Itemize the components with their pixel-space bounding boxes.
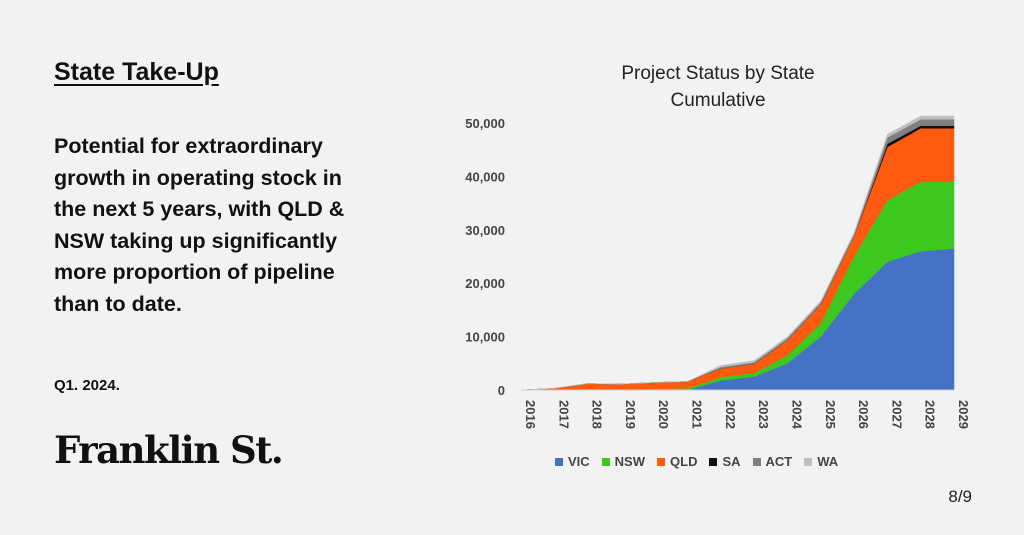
y-tick-label: 10,000 [465, 330, 505, 345]
legend-item-nsw: NSW [601, 454, 646, 469]
x-tick-label: 2021 [690, 400, 705, 429]
chart-title-line-1: Project Status by State [621, 63, 815, 84]
legend-swatch [657, 457, 666, 466]
legend-item-sa: SA [709, 454, 741, 469]
chart-title-line-2: Cumulative [670, 90, 766, 111]
y-tick-label: 0 [498, 383, 505, 398]
x-tick-label: 2026 [856, 400, 871, 429]
chart-title: Project Status by State Cumulative [560, 60, 876, 114]
x-tick-label: 2027 [889, 400, 904, 429]
legend-label: QLD [670, 454, 698, 469]
legend-swatch [709, 457, 718, 466]
legend-label: NSW [614, 454, 646, 469]
x-tick-label: 2020 [656, 400, 671, 429]
y-tick-label: 20,000 [465, 276, 505, 291]
x-tick-label: 2029 [956, 400, 971, 429]
legend-item-act: ACT [752, 454, 793, 469]
x-tick-label: 2025 [823, 400, 838, 429]
y-tick-label: 30,000 [465, 223, 505, 238]
legend-item-vic: VIC [555, 454, 590, 469]
x-tick-label: 2018 [590, 400, 605, 429]
y-tick-label: 50,000 [465, 116, 505, 131]
legend-swatch [752, 457, 761, 466]
x-tick-label: 2016 [523, 400, 538, 429]
brand-logo: Franklin St. [54, 428, 284, 472]
legend-item-wa: WA [804, 454, 838, 469]
chart-legend: VIC NSW QLD SA ACT WA [555, 454, 838, 469]
legend-swatch [601, 457, 610, 466]
x-tick-label: 2017 [556, 400, 571, 429]
x-tick-label: 2028 [923, 400, 938, 429]
page-number: 8/9 [948, 487, 972, 506]
x-tick-label: 2022 [723, 400, 738, 429]
area-wa [520, 115, 955, 391]
x-tick-label: 2019 [623, 400, 638, 429]
x-tick-label: 2023 [756, 400, 771, 429]
legend-swatch [804, 457, 813, 466]
legend-label: WA [817, 454, 839, 469]
y-tick-label: 40,000 [465, 169, 505, 184]
section-title: State Take-Up [54, 58, 219, 86]
period-label: Q1. 2024. [54, 377, 120, 394]
legend-label: VIC [568, 454, 590, 469]
x-tick-label: 2024 [789, 400, 804, 430]
legend-item-qld: QLD [657, 454, 697, 469]
legend-swatch [555, 457, 563, 466]
legend-label: SA [722, 454, 741, 469]
body-text: Potential for extraordinary growth in op… [54, 134, 345, 316]
legend-label: ACT [765, 454, 793, 469]
